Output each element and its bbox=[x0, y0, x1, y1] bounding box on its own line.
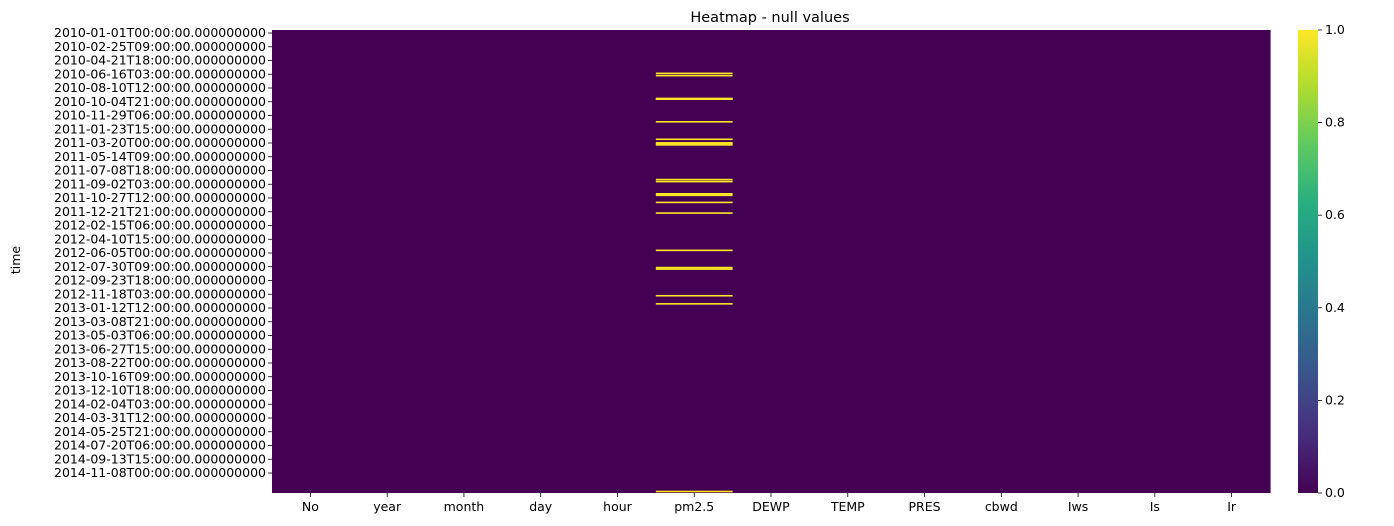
colorbar-tick-label: 0.4 bbox=[1325, 300, 1345, 315]
x-tick-label-iws: Iws bbox=[1068, 499, 1088, 514]
y-tick-label: 2014-09-13T15:00:00.000000000 bbox=[54, 451, 266, 466]
x-tick-label-year: year bbox=[373, 499, 402, 514]
heatmap-column-dewp bbox=[732, 30, 810, 493]
heatmap-column-iws bbox=[1039, 30, 1118, 493]
y-tick-label: 2011-12-21T21:00:00.000000000 bbox=[54, 204, 266, 219]
null-value-mark bbox=[655, 178, 733, 181]
heatmap-column-pm2-5 bbox=[655, 30, 734, 493]
colorbar-tick-label: 0.0 bbox=[1325, 485, 1345, 500]
y-tick-label: 2013-10-16T09:00:00.000000000 bbox=[54, 369, 266, 384]
y-tick-label: 2014-11-08T00:00:00.000000000 bbox=[54, 465, 266, 480]
y-tick-label: 2010-10-04T21:00:00.000000000 bbox=[54, 94, 266, 109]
y-tick-label: 2010-11-29T06:00:00.000000000 bbox=[54, 108, 266, 123]
heatmap-column-temp bbox=[809, 30, 887, 493]
x-tick-label-month: month bbox=[444, 499, 485, 514]
x-tick-label-dewp: DEWP bbox=[752, 499, 790, 514]
y-tick-label: 2010-04-21T18:00:00.000000000 bbox=[54, 53, 266, 68]
null-value-mark bbox=[655, 72, 733, 75]
y-tick-label: 2010-08-10T12:00:00.000000000 bbox=[54, 80, 266, 95]
y-tick-label: 2011-07-08T18:00:00.000000000 bbox=[54, 163, 266, 178]
heatmap-area bbox=[272, 30, 1271, 493]
null-value-mark bbox=[655, 490, 733, 493]
chart-title: Heatmap - null values bbox=[690, 10, 849, 26]
x-tick-label-is: Is bbox=[1150, 499, 1160, 514]
heatmap-column-month bbox=[425, 30, 503, 493]
heatmap-column-day bbox=[502, 30, 580, 493]
y-tick-label: 2013-03-08T21:00:00.000000000 bbox=[54, 314, 266, 329]
y-tick-label: 2011-09-02T03:00:00.000000000 bbox=[54, 176, 266, 191]
heatmap-column-is bbox=[1116, 30, 1194, 493]
x-tick-label-temp: TEMP bbox=[830, 499, 865, 514]
null-value-mark bbox=[655, 138, 733, 141]
y-tick-label: 2013-12-10T18:00:00.000000000 bbox=[54, 383, 266, 398]
null-value-mark bbox=[655, 143, 733, 145]
null-value-mark bbox=[655, 303, 733, 305]
y-tick-label: 2012-04-10T15:00:00.000000000 bbox=[54, 231, 266, 246]
colorbar-tick-label: 0.8 bbox=[1325, 115, 1345, 130]
y-tick-label: 2014-02-04T03:00:00.000000000 bbox=[54, 396, 266, 411]
y-tick-label: 2012-09-23T18:00:00.000000000 bbox=[54, 273, 266, 288]
colorbar-tick-label: 0.6 bbox=[1325, 207, 1345, 222]
null-value-mark bbox=[655, 142, 733, 144]
y-tick-label: 2014-05-25T21:00:00.000000000 bbox=[54, 424, 266, 439]
null-value-mark bbox=[655, 120, 733, 123]
null-value-mark bbox=[655, 268, 733, 270]
y-tick-label: 2011-03-20T00:00:00.000000000 bbox=[54, 135, 266, 150]
y-tick-label: 2010-02-25T09:00:00.000000000 bbox=[54, 39, 266, 54]
heatmap-column-ir bbox=[1193, 30, 1271, 493]
x-tick-label-ir: Ir bbox=[1227, 499, 1237, 514]
y-tick-label: 2012-02-15T06:00:00.000000000 bbox=[54, 218, 266, 233]
null-value-mark bbox=[655, 144, 733, 146]
x-axis-ticks: No year month day hour pm2.5 DEWP TEMP PRES cbwd I… bbox=[302, 493, 1237, 514]
x-tick-label-pres: PRES bbox=[909, 499, 941, 514]
null-value-mark bbox=[655, 194, 733, 197]
null-value-mark bbox=[655, 294, 733, 297]
y-tick-label: 2013-08-22T00:00:00.000000000 bbox=[54, 355, 266, 370]
null-value-mark bbox=[655, 201, 733, 204]
colorbar-tick-label: 1.0 bbox=[1325, 22, 1345, 37]
y-tick-label: 2012-07-30T09:00:00.000000000 bbox=[54, 259, 266, 274]
x-tick-label-cbwd: cbwd bbox=[985, 499, 1018, 514]
null-value-mark bbox=[655, 266, 733, 269]
colorbar-tick-label: 0.2 bbox=[1325, 392, 1345, 407]
y-tick-label: 2011-05-14T09:00:00.000000000 bbox=[54, 149, 266, 164]
colorbar-gradient bbox=[1298, 30, 1318, 493]
heatmap-column-no bbox=[272, 30, 350, 493]
colorbar: 0.0 0.2 0.4 0.6 0.8 1.0 bbox=[1298, 22, 1345, 500]
null-value-mark bbox=[655, 212, 733, 214]
y-tick-label: 2013-01-12T12:00:00.000000000 bbox=[54, 300, 266, 315]
heatmap-column-pres bbox=[886, 30, 964, 493]
y-tick-label: 2011-10-27T12:00:00.000000000 bbox=[54, 190, 266, 205]
x-tick-label-day: day bbox=[529, 499, 553, 514]
y-tick-label: 2013-06-27T15:00:00.000000000 bbox=[54, 341, 266, 356]
heatmap-column-cbwd bbox=[962, 30, 1041, 493]
y-tick-label: 2014-03-31T12:00:00.000000000 bbox=[54, 410, 266, 425]
heatmap-column-year bbox=[348, 30, 427, 493]
null-value-mark bbox=[655, 193, 733, 195]
y-axis-label: time bbox=[8, 246, 23, 275]
y-tick-label: 2012-11-18T03:00:00.000000000 bbox=[54, 286, 266, 301]
y-tick-label: 2014-07-20T06:00:00.000000000 bbox=[54, 438, 266, 453]
null-value-mark bbox=[655, 74, 733, 77]
null-value-mark bbox=[655, 98, 733, 101]
null-value-mark bbox=[655, 180, 733, 183]
x-tick-label-hour: hour bbox=[603, 499, 632, 514]
y-tick-label: 2013-05-03T06:00:00.000000000 bbox=[54, 328, 266, 343]
y-axis-ticks: 2010-01-01T00:00:00.0000000002010-02-25T… bbox=[54, 25, 272, 480]
null-value-mark bbox=[655, 249, 733, 252]
y-tick-label: 2010-01-01T00:00:00.000000000 bbox=[54, 25, 266, 40]
x-tick-label-pm2-5: pm2.5 bbox=[674, 499, 714, 514]
heatmap-column-hour bbox=[579, 30, 657, 493]
y-tick-label: 2010-06-16T03:00:00.000000000 bbox=[54, 66, 266, 81]
y-tick-label: 2011-01-23T15:00:00.000000000 bbox=[54, 121, 266, 136]
x-tick-label-no: No bbox=[302, 499, 319, 514]
y-tick-label: 2012-06-05T00:00:00.000000000 bbox=[54, 245, 266, 260]
